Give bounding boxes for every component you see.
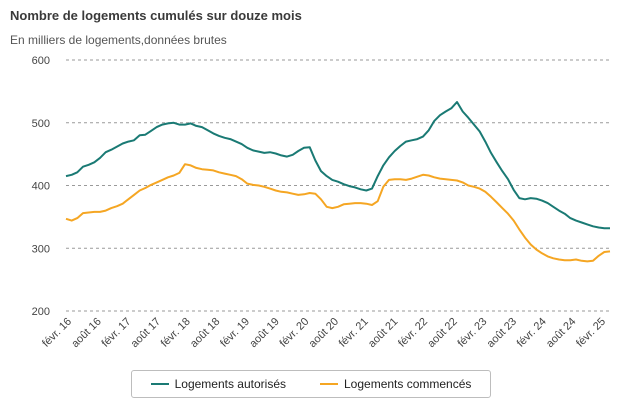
x-tick-label: févr. 20 <box>277 316 311 350</box>
x-tick-label: août 16 <box>69 316 103 350</box>
x-tick-label: févr. 16 <box>40 316 74 350</box>
x-tick-label: févr. 21 <box>337 316 371 350</box>
y-axis-ticks: 600 500 400 300 200 <box>32 55 50 318</box>
y-tick-label: 200 <box>32 306 50 318</box>
x-tick-label: août 24 <box>544 316 578 350</box>
x-tick-label: févr. 22 <box>396 316 430 350</box>
x-tick-label: févr. 19 <box>218 316 252 350</box>
x-tick-label: févr. 18 <box>159 316 193 350</box>
legend-item-autorises[interactable]: Logements autorisés <box>150 377 286 391</box>
series-line-autorises <box>65 101 610 230</box>
x-tick-label: août 20 <box>307 316 341 350</box>
x-tick-label: août 19 <box>247 316 281 350</box>
series-line-commences <box>65 163 611 263</box>
legend-swatch-commences <box>320 383 338 385</box>
x-tick-label: août 21 <box>366 316 400 350</box>
x-tick-label: août 22 <box>425 316 459 350</box>
gridlines <box>66 59 610 312</box>
legend: Logements autorisés Logements commencés <box>131 370 491 398</box>
series-lines <box>65 101 611 263</box>
legend-swatch-autorises <box>150 383 169 385</box>
y-tick-label: 600 <box>32 55 50 67</box>
legend-label-commences: Logements commencés <box>344 377 472 391</box>
legend-item-commences[interactable]: Logements commencés <box>320 377 471 391</box>
x-tick-label: févr. 23 <box>455 316 489 350</box>
y-tick-label: 400 <box>32 181 50 193</box>
x-tick-label: août 23 <box>485 316 519 350</box>
x-tick-label: févr. 17 <box>99 316 133 350</box>
chart-title: Nombre de logements cumulés sur douze mo… <box>10 8 302 23</box>
chart-subtitle: En milliers de logements,données brutes <box>10 33 227 47</box>
x-tick-label: août 17 <box>129 316 163 350</box>
x-tick-label: août 18 <box>188 316 222 350</box>
y-tick-label: 500 <box>32 118 50 130</box>
x-tick-label: févr. 25 <box>574 316 608 350</box>
x-tick-label: févr. 24 <box>515 316 549 350</box>
y-tick-label: 300 <box>32 243 50 255</box>
legend-label-autorises: Logements autorisés <box>174 377 286 391</box>
